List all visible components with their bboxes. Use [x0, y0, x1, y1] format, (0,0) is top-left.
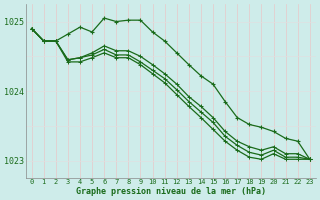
X-axis label: Graphe pression niveau de la mer (hPa): Graphe pression niveau de la mer (hPa): [76, 187, 266, 196]
